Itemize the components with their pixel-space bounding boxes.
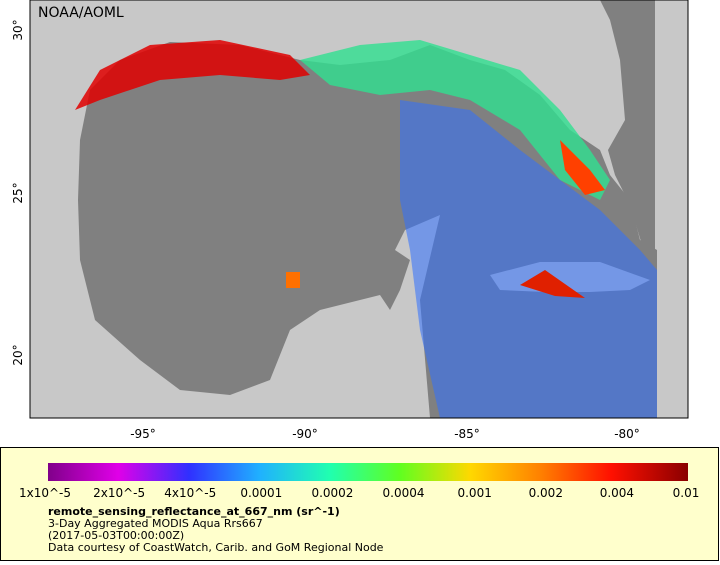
lat-label: 20°: [11, 344, 25, 365]
plume-cuba: [520, 270, 585, 298]
lon-label: -80°: [614, 427, 640, 441]
lon-label: -85°: [454, 427, 480, 441]
map-frame: [29, 0, 689, 419]
lon-label: -90°: [292, 427, 318, 441]
colorbar-tick-label: 0.0001: [240, 486, 282, 500]
legend-panel: 1x10^-5 2x10^-5 4x10^-5 0.0001 0.0002 0.0004 0…: [0, 447, 719, 561]
colorbar-tick-label: 0.0004: [383, 486, 425, 500]
colorbar-tick-label: 0.002: [529, 486, 563, 500]
lon-label: -95°: [130, 427, 156, 441]
plume-green: [300, 40, 610, 200]
caption-line: Data courtesy of CoastWatch, Carib. and …: [48, 541, 384, 554]
colorbar-tick-label: 0.0002: [311, 486, 353, 500]
caption-line: (2017-05-03T00:00:00Z): [48, 529, 184, 542]
caption-line: 3-Day Aggregated MODIS Aqua Rrs667: [48, 517, 263, 530]
lat-label: 25°: [11, 182, 25, 203]
colorbar-tick-label: 2x10^-5: [93, 486, 145, 500]
map-area: NOAA/AOML 30° 25° 20° -95° -90° -85° -80…: [11, 0, 689, 441]
plume-blue: [400, 100, 657, 418]
colorbar: [48, 463, 688, 481]
colorbar-tick-label: 1x10^-5: [19, 486, 71, 500]
colorbar-tick-label: 0.004: [600, 486, 634, 500]
colorbar-ticks: 1x10^-5 2x10^-5 4x10^-5 0.0001 0.0002 0.0004 0…: [19, 486, 699, 500]
atlantic: [600, 0, 655, 418]
speck: [286, 272, 300, 288]
colorbar-tick-label: 0.001: [457, 486, 491, 500]
plume-red: [75, 40, 310, 110]
colorbar-tick-label: 0.01: [673, 486, 700, 500]
watermark: NOAA/AOML: [38, 5, 124, 21]
colorbar-tick-label: 4x10^-5: [164, 486, 216, 500]
plume-coast: [560, 140, 605, 195]
lat-label: 30°: [11, 19, 25, 40]
caption-variable: remote_sensing_reflectance_at_667_nm (sr…: [48, 505, 340, 518]
